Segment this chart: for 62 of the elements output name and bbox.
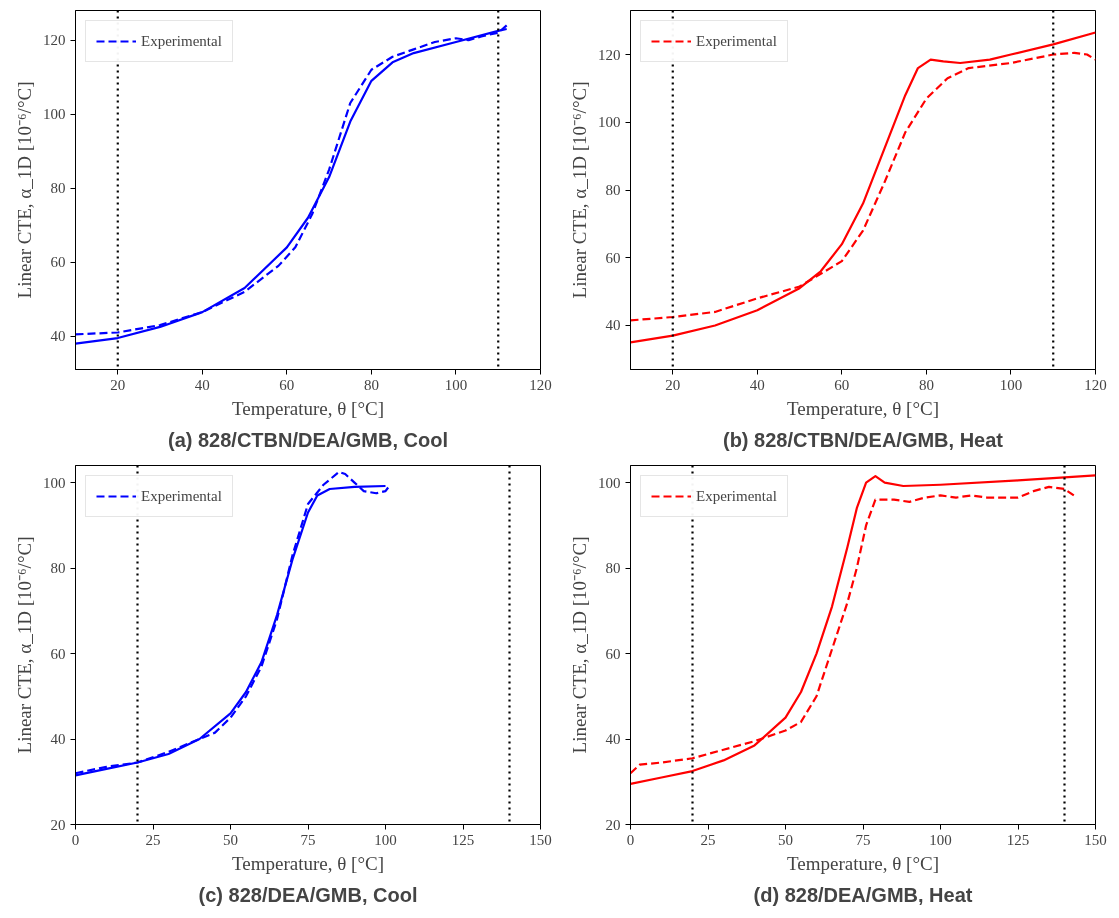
x-tick-label: 25	[145, 831, 161, 848]
x-tick-label: 100	[374, 831, 397, 848]
x-tick-label: 0	[71, 831, 80, 848]
x-tick-label: 40	[194, 376, 210, 393]
text: (d) 828/DEA/GMB, Heat	[753, 883, 973, 906]
y-tick-label: 40	[50, 731, 66, 748]
x-tick-label: 25	[700, 831, 716, 848]
y-tick-label: 80	[50, 560, 66, 577]
text: (c) 828/DEA/GMB, Cool	[198, 883, 418, 906]
x-axis-title: Temperature, θ [°C]	[787, 852, 939, 874]
x-tick-label: 75	[855, 831, 871, 848]
x-tick-label: 40	[749, 376, 765, 393]
x-axis-title: Temperature, θ [°C]	[232, 852, 384, 874]
y-tick-label: 60	[50, 254, 66, 271]
y-tick-label: 100	[598, 114, 621, 131]
y-axis-title: Linear CTE, α_1D [10⁻⁶/°C]	[569, 81, 590, 299]
x-tick-label: 60	[279, 376, 295, 393]
legend-label: Experimental	[696, 32, 777, 50]
x-tick-label: 80	[363, 376, 379, 393]
y-tick-label: 40	[605, 731, 621, 748]
x-tick-label: 100	[999, 376, 1023, 393]
x-tick-label: 125	[451, 831, 475, 848]
x-tick-label: 20	[110, 376, 126, 393]
x-axis-title: Temperature, θ [°C]	[232, 397, 384, 419]
y-axis-title: Linear CTE, α_1D [10⁻⁶/°C]	[14, 536, 35, 754]
y-axis-title: Linear CTE, α_1D [10⁻⁶/°C]	[14, 81, 35, 299]
y-tick-label: 100	[43, 474, 66, 491]
x-tick-label: 125	[1006, 831, 1030, 848]
x-tick-label: 100	[444, 376, 468, 393]
y-tick-label: 80	[50, 180, 66, 197]
y-tick-label: 100	[43, 106, 66, 123]
x-tick-label: 100	[929, 831, 952, 848]
x-tick-label: 0	[626, 831, 635, 848]
x-tick-label: 20	[665, 376, 681, 393]
x-tick-label: 120	[1084, 376, 1107, 393]
y-tick-label: 60	[605, 249, 621, 266]
y-tick-label: 80	[605, 182, 621, 198]
y-tick-label: 20	[50, 816, 66, 833]
x-tick-label: 150	[529, 831, 552, 848]
y-tick-label: 100	[598, 474, 621, 491]
x-tick-label: 150	[1084, 831, 1107, 848]
y-tick-label: 40	[50, 328, 66, 345]
legend-label: Experimental	[141, 32, 222, 50]
text: (b) 828/CTBN/DEA/GMB, Heat	[722, 428, 1004, 451]
x-tick-label: 80	[918, 376, 934, 393]
x-tick-label: 50	[223, 831, 238, 848]
y-tick-label: 60	[605, 645, 621, 662]
y-tick-label: 60	[50, 645, 66, 662]
y-tick-label: 20	[605, 816, 621, 833]
x-tick-label: 120	[529, 376, 552, 393]
x-tick-label: 60	[834, 376, 850, 393]
y-tick-label: 80	[605, 560, 621, 577]
legend-label: Experimental	[141, 487, 222, 505]
x-tick-label: 50	[778, 831, 793, 848]
y-tick-label: 120	[598, 46, 621, 63]
x-tick-label: 75	[300, 831, 316, 848]
text: (a) 828/CTBN/DEA/GMB, Cool	[167, 428, 449, 451]
legend-label: Experimental	[696, 487, 777, 505]
y-tick-label: 40	[605, 317, 621, 334]
y-tick-label: 120	[43, 32, 66, 49]
x-axis-title: Temperature, θ [°C]	[787, 397, 939, 419]
y-axis-title: Linear CTE, α_1D [10⁻⁶/°C]	[569, 536, 590, 754]
